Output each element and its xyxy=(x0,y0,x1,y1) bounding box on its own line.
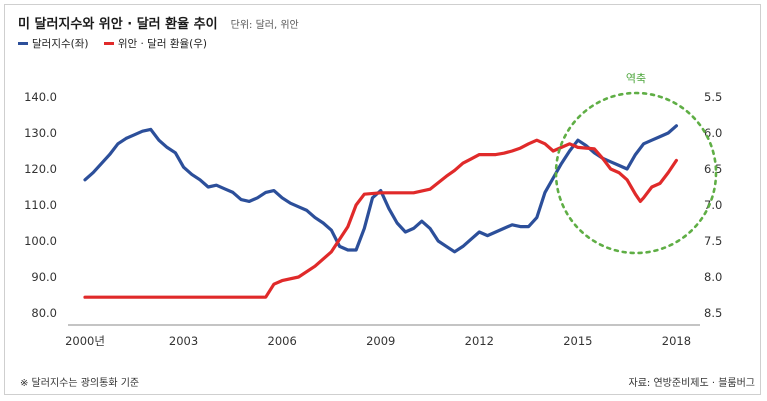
source-note: 자료: 연방준비제도 · 블룸버그 xyxy=(628,378,755,389)
chart-title: 미 달러지수와 위안 · 달러 환율 추이 xyxy=(18,17,218,32)
y-left-tick-label: 80.0 xyxy=(31,306,57,320)
x-tick-label: 2003 xyxy=(169,334,198,348)
y-right-tick-label: 8.0 xyxy=(704,270,722,284)
legend-swatch-dollar-index xyxy=(18,42,28,45)
x-tick-label: 2009 xyxy=(366,334,395,348)
y-left-tick-label: 120.0 xyxy=(24,162,57,176)
y-right-tick-label: 7.5 xyxy=(704,234,722,248)
x-tick-label: 2012 xyxy=(465,334,494,348)
series-line-dollar-index xyxy=(83,124,679,254)
legend-swatch-yuan-rate xyxy=(103,42,114,45)
x-tick-label: 2015 xyxy=(563,334,592,348)
y-left-tick-label: 130.0 xyxy=(24,126,57,140)
legend-label-yuan-rate: 위안 · 달러 환율(우) xyxy=(117,38,208,50)
y-right-tick-label: 7.0 xyxy=(704,198,722,212)
legend-item-dollar-index: 달러지수(좌) xyxy=(18,36,89,51)
legend: 달러지수(좌) 위안 · 달러 환율(우) xyxy=(18,36,219,51)
title-row: 미 달러지수와 위안 · 달러 환율 추이 단위: 달러, 위안 xyxy=(18,13,299,32)
y-right-tick-label: 5.5 xyxy=(704,90,722,104)
x-tick-label: 2006 xyxy=(268,334,297,348)
legend-label-dollar-index: 달러지수(좌) xyxy=(32,38,89,50)
x-tick-label: 2018 xyxy=(662,334,691,348)
y-right-tick-label: 6.5 xyxy=(704,162,722,176)
annotation-circle xyxy=(554,91,718,255)
x-tick-label: 2000년 xyxy=(65,334,105,348)
y-left-tick-label: 100.0 xyxy=(24,234,57,248)
unit-note: 단위: 달러, 위안 xyxy=(230,20,299,31)
y-right-tick-label: 8.5 xyxy=(704,306,722,320)
series-line-yuan-rate xyxy=(83,138,679,299)
footnote: ※ 달러지수는 광의통화 기준 xyxy=(20,378,140,389)
y-left-tick-label: 140.0 xyxy=(24,90,57,104)
annotation-label: 역축 xyxy=(626,72,646,85)
y-left-tick-label: 110.0 xyxy=(24,198,57,212)
chart-frame xyxy=(4,4,761,395)
legend-item-yuan-rate: 위안 · 달러 환율(우) xyxy=(103,36,208,51)
y-left-tick-label: 90.0 xyxy=(31,270,57,284)
